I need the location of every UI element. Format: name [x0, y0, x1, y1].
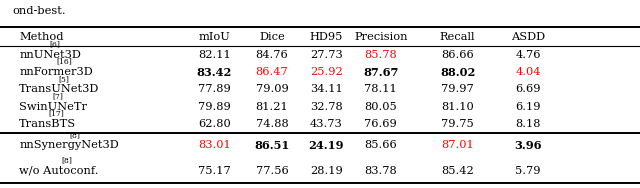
- Text: [8]: [8]: [70, 131, 81, 139]
- Text: [17]: [17]: [48, 110, 64, 118]
- Text: 84.76: 84.76: [255, 50, 289, 60]
- Text: 83.78: 83.78: [364, 166, 397, 176]
- Text: 43.73: 43.73: [310, 119, 343, 129]
- Text: 81.10: 81.10: [441, 102, 474, 112]
- Text: 81.21: 81.21: [255, 102, 289, 112]
- Text: 76.69: 76.69: [364, 119, 397, 129]
- Text: SwinUNeTr: SwinUNeTr: [19, 102, 87, 112]
- Text: 25.92: 25.92: [310, 67, 343, 77]
- Text: HD95: HD95: [310, 32, 343, 42]
- Text: Method: Method: [19, 32, 64, 42]
- Text: [6]: [6]: [49, 40, 60, 48]
- Text: 28.19: 28.19: [310, 166, 343, 176]
- Text: 6.69: 6.69: [515, 84, 541, 94]
- Text: 87.67: 87.67: [363, 67, 399, 77]
- Text: nnSynergyNet3D: nnSynergyNet3D: [19, 140, 119, 150]
- Text: 86.47: 86.47: [255, 67, 289, 77]
- Text: 83.01: 83.01: [198, 140, 231, 150]
- Text: ASDD: ASDD: [511, 32, 545, 42]
- Text: 5.79: 5.79: [515, 166, 541, 176]
- Text: nnFormer3D: nnFormer3D: [19, 67, 93, 77]
- Text: 83.42: 83.42: [196, 67, 232, 77]
- Text: 85.42: 85.42: [441, 166, 474, 176]
- Text: 62.80: 62.80: [198, 119, 231, 129]
- Text: 82.11: 82.11: [198, 50, 231, 60]
- Text: 79.89: 79.89: [198, 102, 231, 112]
- Text: w/o Autoconf.: w/o Autoconf.: [19, 166, 99, 176]
- Text: TransBTS: TransBTS: [19, 119, 76, 129]
- Text: 4.76: 4.76: [515, 50, 541, 60]
- Text: 32.78: 32.78: [310, 102, 343, 112]
- Text: 4.04: 4.04: [515, 67, 541, 77]
- Text: 85.66: 85.66: [364, 140, 397, 150]
- Text: [8]: [8]: [61, 156, 72, 164]
- Text: 85.78: 85.78: [364, 50, 397, 60]
- Text: 34.11: 34.11: [310, 84, 343, 94]
- Text: 78.11: 78.11: [364, 84, 397, 94]
- Text: 77.89: 77.89: [198, 84, 231, 94]
- Text: mIoU: mIoU: [198, 32, 230, 42]
- Text: ond-best.: ond-best.: [13, 6, 67, 16]
- Text: 3.96: 3.96: [515, 140, 541, 151]
- Text: 79.09: 79.09: [255, 84, 289, 94]
- Text: nnUNet3D: nnUNet3D: [19, 50, 81, 60]
- Text: 80.05: 80.05: [364, 102, 397, 112]
- Text: 86.66: 86.66: [441, 50, 474, 60]
- Text: 24.19: 24.19: [308, 140, 344, 151]
- Text: Recall: Recall: [440, 32, 476, 42]
- Text: 79.75: 79.75: [441, 119, 474, 129]
- Text: 87.01: 87.01: [441, 140, 474, 150]
- Text: 86.51: 86.51: [254, 140, 290, 151]
- Text: Precision: Precision: [354, 32, 408, 42]
- Text: 74.88: 74.88: [255, 119, 289, 129]
- Text: 79.97: 79.97: [441, 84, 474, 94]
- Text: Dice: Dice: [259, 32, 285, 42]
- Text: 6.19: 6.19: [515, 102, 541, 112]
- Text: 27.73: 27.73: [310, 50, 343, 60]
- Text: 77.56: 77.56: [255, 166, 289, 176]
- Text: [16]: [16]: [56, 58, 72, 66]
- Text: 88.02: 88.02: [440, 67, 476, 77]
- Text: [5]: [5]: [58, 75, 69, 83]
- Text: 8.18: 8.18: [515, 119, 541, 129]
- Text: TransUNet3D: TransUNet3D: [19, 84, 100, 94]
- Text: [7]: [7]: [52, 92, 63, 100]
- Text: 75.17: 75.17: [198, 166, 231, 176]
